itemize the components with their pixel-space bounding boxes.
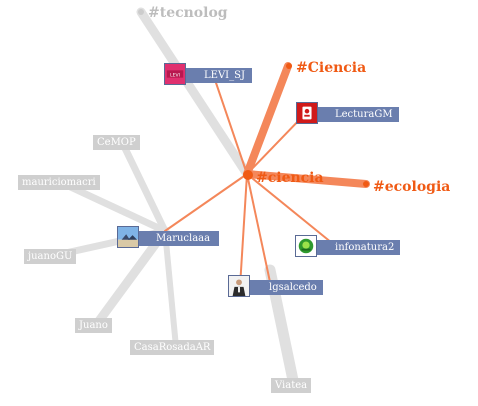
edge-ciencia-levi bbox=[212, 73, 248, 175]
edge-casarosada-maruclaaa bbox=[162, 228, 179, 350]
edge-ciencia-maruclaaa bbox=[164, 173, 248, 232]
user-label-infonatura[interactable]: infonatura2 bbox=[306, 240, 400, 255]
edge-ciencia-ecologia bbox=[243, 170, 370, 188]
maruclaaa-photo-icon bbox=[118, 227, 138, 247]
hashtag-ciencia-cap[interactable]: #Ciencia bbox=[296, 60, 367, 76]
edge-ciencia-lgsalcedo bbox=[239, 173, 248, 288]
edge-ciencia-lectura bbox=[246, 113, 306, 175]
edge-mauriciomacri-maruclaaa bbox=[58, 179, 169, 235]
avatar-maruclaaa[interactable] bbox=[117, 226, 139, 248]
edge-ciencia-infonatura bbox=[246, 173, 333, 244]
user-label-lgsalcedo[interactable]: lgsalcedo bbox=[239, 280, 323, 295]
avatar-levi[interactable]: LEVI bbox=[164, 63, 186, 85]
user-label-casarosada[interactable]: CasaRosadaAR bbox=[130, 340, 215, 355]
user-label-cemop[interactable]: CeMOP bbox=[93, 135, 140, 150]
infonatura-logo-icon bbox=[296, 236, 316, 256]
user-label-maruclaaa[interactable]: Maruclaaa bbox=[128, 231, 219, 246]
levi-logo-icon: LEVI bbox=[165, 64, 185, 84]
edge-ciencia-lower bbox=[246, 173, 271, 283]
lectura-logo-icon bbox=[297, 103, 317, 123]
hashtag-ciencia[interactable]: #ciencia bbox=[256, 170, 324, 186]
user-label-juanogu[interactable]: juanoGU bbox=[24, 249, 77, 264]
edge-juano-maruclaaa bbox=[91, 226, 170, 330]
user-label-mauriciomacri[interactable]: mauriciomacri bbox=[18, 175, 100, 190]
edge-cemop-maruclaaa bbox=[118, 138, 169, 235]
hashtag-tecnologia[interactable]: #tecnolog bbox=[148, 5, 228, 21]
hub-node-ciencia[interactable] bbox=[243, 170, 253, 180]
hub-node-tecnologia[interactable] bbox=[138, 9, 144, 15]
avatar-infonatura[interactable] bbox=[295, 235, 317, 257]
edge-ciencia-cienciacap bbox=[243, 62, 292, 178]
user-label-lectura[interactable]: LecturaGM bbox=[307, 107, 399, 122]
user-label-levi[interactable]: LEVI_SJ bbox=[175, 68, 252, 83]
hub-node-cienciacap[interactable] bbox=[286, 63, 292, 69]
avatar-lgsalcedo[interactable] bbox=[228, 275, 250, 297]
hashtag-ecologia[interactable]: #ecologia bbox=[373, 179, 451, 195]
lgsalcedo-photo-icon bbox=[229, 276, 249, 296]
avatar-lectura[interactable] bbox=[296, 102, 318, 124]
edge-tecnologia-ciencia bbox=[136, 7, 252, 179]
user-label-viatea[interactable]: Viatea bbox=[271, 378, 312, 393]
svg-text:LEVI: LEVI bbox=[170, 72, 180, 78]
user-label-juano[interactable]: Juano bbox=[75, 318, 112, 333]
hub-node-ecologia[interactable] bbox=[363, 181, 369, 187]
